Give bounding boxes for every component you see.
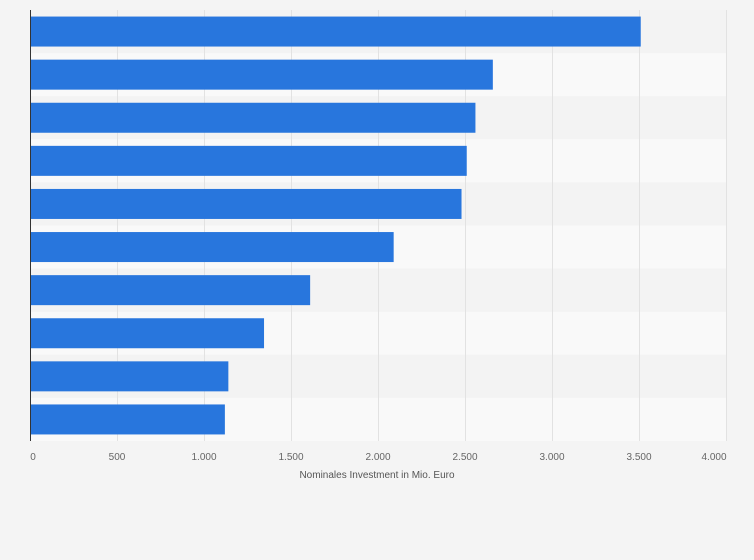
x-tick-label: 4.000 — [701, 452, 726, 463]
bar — [30, 318, 265, 349]
x-tick-label: 1.000 — [191, 452, 216, 463]
x-tick-label: 1.500 — [278, 452, 303, 463]
x-tick-label: 3.000 — [539, 452, 564, 463]
bar — [30, 232, 394, 263]
bar — [30, 188, 462, 219]
x-tick-label: 0 — [30, 452, 36, 463]
bars — [30, 16, 641, 435]
x-tick-label: 3.500 — [626, 452, 651, 463]
bar — [30, 16, 641, 47]
x-tick-label: 2.000 — [365, 452, 390, 463]
bar — [30, 404, 225, 435]
bar — [30, 145, 467, 176]
x-axis-tick-labels: 0 500 1.000 1.500 2.000 2.500 3.000 3.500 4.000 — [30, 452, 727, 463]
bar — [30, 59, 493, 90]
bar — [30, 275, 311, 306]
bar — [30, 361, 229, 392]
x-tick-label: 500 — [109, 452, 126, 463]
x-axis-title: Nominales Investment in Mio. Euro — [299, 470, 455, 481]
x-tick-label: 2.500 — [452, 452, 477, 463]
bar — [30, 102, 476, 133]
